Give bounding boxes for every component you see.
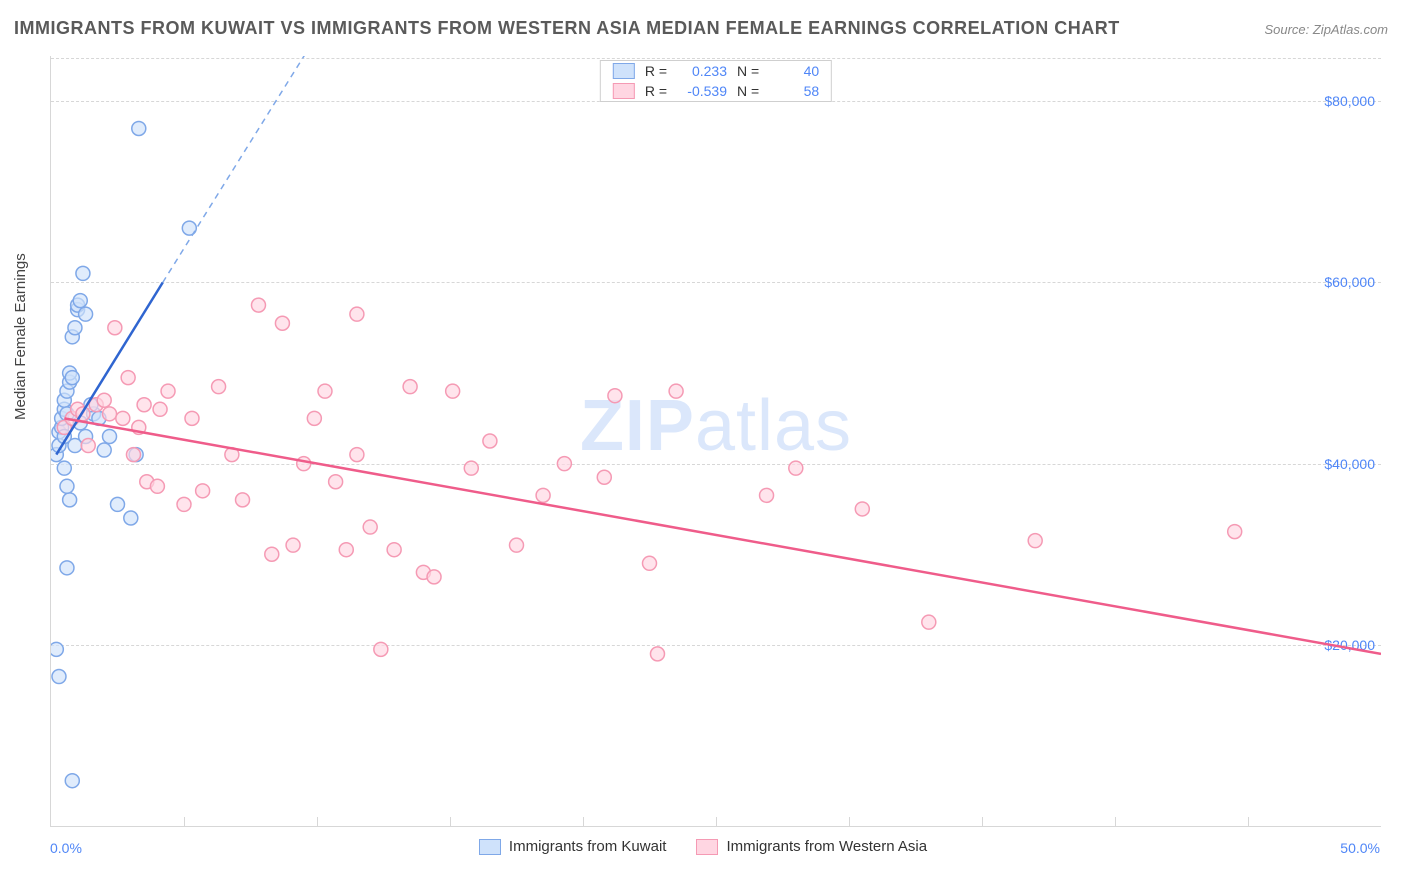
data-point [97,443,111,457]
data-point [363,520,377,534]
data-point [669,384,683,398]
data-point [103,407,117,421]
data-point [608,389,622,403]
plot-area: ZIPatlas R = 0.233 N = 40 R = -0.539 N =… [50,56,1381,827]
data-point [387,543,401,557]
data-point [557,457,571,471]
data-point [132,121,146,135]
data-point [643,556,657,570]
legend-swatch-1 [613,83,635,99]
data-point [760,488,774,502]
legend-r-label: R = [645,63,667,79]
legend-n-label: N = [737,63,759,79]
data-point [76,266,90,280]
data-point [111,497,125,511]
data-point [446,384,460,398]
data-point [116,411,130,425]
y-axis-title: Median Female Earnings [12,253,29,420]
data-point [52,670,66,684]
data-point [1028,534,1042,548]
trend-line [64,418,1381,654]
data-point [286,538,300,552]
data-point [427,570,441,584]
data-point [63,493,77,507]
data-point [97,393,111,407]
data-point [265,547,279,561]
data-point [60,479,74,493]
data-point [339,543,353,557]
data-point [108,321,122,335]
data-point [1228,525,1242,539]
data-point [153,402,167,416]
chart-title: IMMIGRANTS FROM KUWAIT VS IMMIGRANTS FRO… [14,18,1120,39]
legend-n-value-0: 40 [769,63,819,79]
data-point [251,298,265,312]
data-point [350,448,364,462]
data-point [483,434,497,448]
legend-r-value-1: -0.539 [677,83,727,99]
data-point [68,321,82,335]
legend-item-1: Immigrants from Western Asia [696,838,927,855]
legend-n-value-1: 58 [769,83,819,99]
data-point [79,307,93,321]
data-point [103,429,117,443]
data-point [307,411,321,425]
data-point [196,484,210,498]
data-point [318,384,332,398]
data-point [121,371,135,385]
legend-item-label-0: Immigrants from Kuwait [509,838,667,855]
data-point [126,448,140,462]
legend-row-0: R = 0.233 N = 40 [601,61,831,81]
data-point [150,479,164,493]
scatter-plot-svg [51,56,1381,826]
data-point [161,384,175,398]
legend-item-label-1: Immigrants from Western Asia [726,838,927,855]
data-point [137,398,151,412]
data-point [60,561,74,575]
data-point [374,642,388,656]
data-point [212,380,226,394]
data-point [65,774,79,788]
data-point [510,538,524,552]
data-point [922,615,936,629]
source-attribution: Source: ZipAtlas.com [1264,22,1388,37]
data-point [297,457,311,471]
legend-r-label: R = [645,83,667,99]
data-point [185,411,199,425]
chart-container: IMMIGRANTS FROM KUWAIT VS IMMIGRANTS FRO… [0,0,1406,892]
data-point [73,294,87,308]
data-point [855,502,869,516]
data-point [329,475,343,489]
trend-line-dashed [163,56,344,282]
legend-swatch-0 [613,63,635,79]
data-point [350,307,364,321]
legend-bottom-swatch-1 [696,839,718,855]
legend-r-value-0: 0.233 [677,63,727,79]
data-point [403,380,417,394]
legend-bottom-swatch-0 [479,839,501,855]
legend-item-0: Immigrants from Kuwait [479,838,667,855]
correlation-legend: R = 0.233 N = 40 R = -0.539 N = 58 [600,60,832,102]
data-point [124,511,138,525]
data-point [275,316,289,330]
legend-n-label: N = [737,83,759,99]
data-point [57,461,71,475]
data-point [789,461,803,475]
data-point [177,497,191,511]
data-point [650,647,664,661]
data-point [464,461,478,475]
legend-row-1: R = -0.539 N = 58 [601,81,831,101]
data-point [81,439,95,453]
data-point [236,493,250,507]
data-point [536,488,550,502]
series-legend: Immigrants from Kuwait Immigrants from W… [0,838,1406,855]
data-point [65,371,79,385]
data-point [597,470,611,484]
data-point [51,642,63,656]
